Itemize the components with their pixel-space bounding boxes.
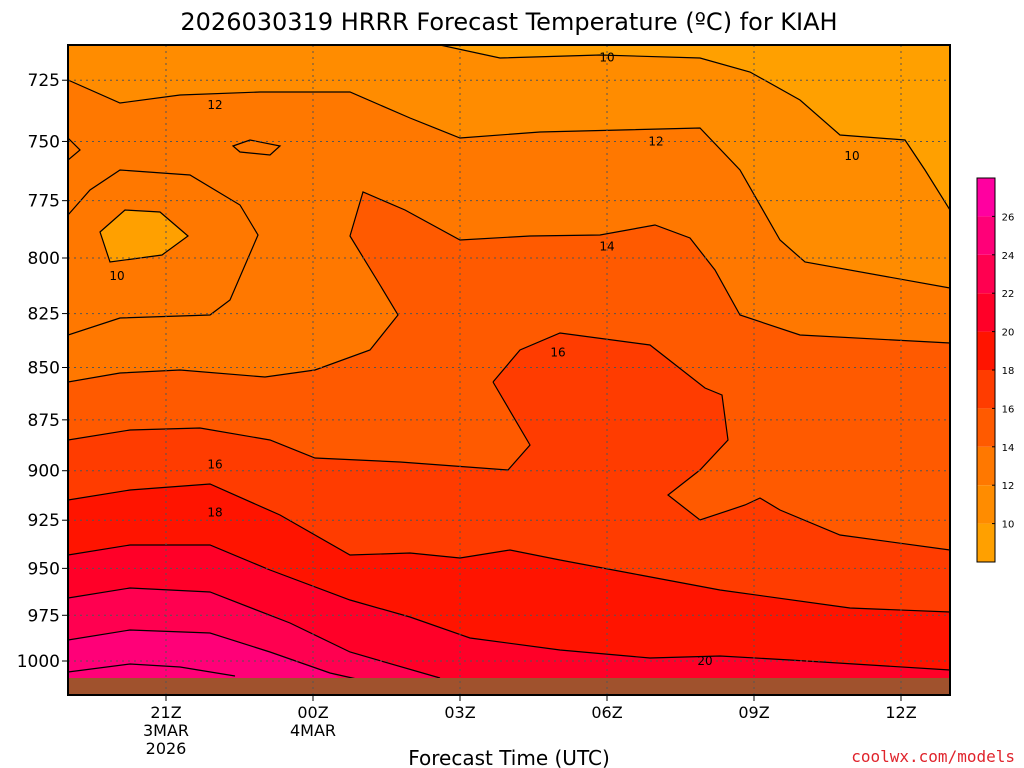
- x-tick-label: 12Z: [885, 703, 916, 722]
- contour-label: 12: [648, 134, 663, 148]
- y-tick-label: 975: [28, 606, 60, 626]
- contour-20: [68, 544, 950, 671]
- contour-label: 14: [599, 240, 614, 254]
- contour-12-upper: [68, 79, 950, 289]
- colorbar-swatch: [977, 446, 995, 486]
- colorbar-swatch: [977, 178, 995, 217]
- plot-frame: [67, 44, 951, 696]
- contour-label: 16: [207, 458, 222, 472]
- y-tick-label: 925: [28, 511, 60, 531]
- colorbar-swatch: [977, 408, 995, 447]
- contour-label: 12: [207, 98, 222, 112]
- contour-label: 18: [207, 505, 222, 519]
- colorbar-swatch: [977, 370, 995, 409]
- colorbar-swatch: [977, 293, 995, 332]
- y-axis: 725 750 775 800 825 850 875 900 925 950 975 1000: [17, 71, 68, 672]
- contour-label: 10: [109, 269, 124, 283]
- colorbar-tick-label: 12: [1002, 481, 1015, 492]
- contour-16-lower: [68, 381, 531, 471]
- grid-lines: [68, 45, 950, 695]
- contour-24: [68, 629, 371, 683]
- x-axis-label: Forecast Time (UTC): [408, 746, 610, 768]
- contour-lines: [68, 45, 950, 683]
- x-tick-label: 2026: [146, 739, 187, 758]
- y-tick-label: 800: [28, 249, 60, 269]
- contour-label: 20: [697, 654, 712, 668]
- y-tick-label: 1000: [17, 652, 60, 672]
- colorbar-tick-label: 14: [1002, 443, 1015, 454]
- ground-bar: [68, 678, 950, 695]
- chart-title: 2026030319 HRRR Forecast Temperature (ºC…: [180, 8, 837, 36]
- y-tick-label: 750: [28, 132, 60, 152]
- contour-label: 16: [550, 346, 565, 360]
- contour-22: [68, 587, 441, 679]
- x-tick-label: 03Z: [444, 703, 475, 722]
- y-tick-label: 900: [28, 462, 60, 482]
- contour-14: [68, 191, 950, 383]
- contour-16-island: [492, 332, 950, 551]
- colorbar-swatch: [977, 254, 995, 294]
- colorbar-tick-label: 20: [1002, 328, 1015, 339]
- colorbar-swatch: [977, 331, 995, 370]
- x-tick-label: 4MAR: [290, 721, 336, 740]
- contour-label: 10: [844, 149, 859, 163]
- contour-12-left-loop: [68, 169, 259, 336]
- y-tick-label: 825: [28, 305, 60, 325]
- contour-12-left-bump: [68, 137, 81, 161]
- x-tick-label: 21Z: [150, 703, 181, 722]
- colorbar-tick-label: 24: [1002, 251, 1015, 262]
- y-tick-label: 850: [28, 358, 60, 378]
- y-tick-label: 875: [28, 411, 60, 431]
- contour-26: [68, 663, 236, 677]
- colorbar-tick-label: 16: [1002, 404, 1015, 415]
- credit-text: coolwx.com/models: [851, 747, 1015, 766]
- contour-10-island: [99, 209, 189, 263]
- colorbar: 10 12 14 16 18 20 22 24 26: [976, 177, 1015, 563]
- colorbar-tick-label: 10: [1002, 520, 1015, 531]
- contour-label: 10: [599, 51, 614, 65]
- colorbar-tick-label: 18: [1002, 366, 1015, 377]
- colorbar-tick-label: 26: [1002, 212, 1015, 223]
- x-tick-label: 3MAR: [143, 721, 189, 740]
- colorbar-swatch: [977, 216, 995, 255]
- contour-10-upper: [439, 45, 950, 211]
- contour-12-small-island: [231, 139, 282, 156]
- contour-labels: 10 12 12 10 10 14 16 16 18 20: [109, 51, 859, 668]
- x-tick-label: 06Z: [591, 703, 622, 722]
- colorbar-swatch: [977, 485, 995, 524]
- y-tick-label: 775: [28, 192, 60, 212]
- contour-18: [68, 483, 950, 613]
- colorbar-swatch: [977, 523, 995, 562]
- x-tick-label: 00Z: [297, 703, 328, 722]
- colorbar-tick-label: 22: [1002, 289, 1015, 300]
- x-tick-label: 09Z: [738, 703, 769, 722]
- plot-area: 10 12 12 10 10 14 16 16 18 20: [68, 45, 950, 695]
- y-tick-label: 950: [28, 559, 60, 579]
- y-tick-label: 725: [28, 71, 60, 91]
